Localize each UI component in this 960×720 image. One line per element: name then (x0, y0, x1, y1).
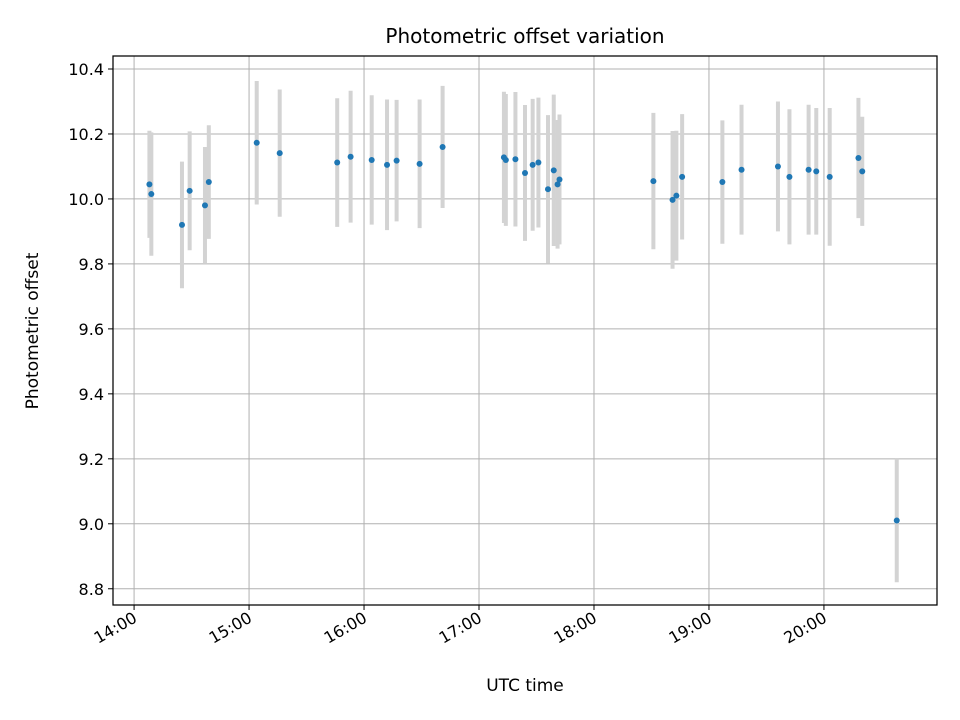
data-point (178, 221, 185, 228)
y-tick-label: 9.4 (79, 385, 104, 404)
y-tick-label: 9.6 (79, 320, 104, 339)
data-point (146, 181, 153, 188)
plot-frame (112, 55, 938, 606)
y-axis-title: Photometric offset (23, 252, 43, 409)
data-point (774, 163, 781, 170)
data-point (826, 173, 833, 180)
data-point (805, 166, 812, 173)
data-point (813, 168, 820, 175)
y-axis-ticks: 8.8 9.0 9.2 9.4 9.6 9.8 10.0 10.2 10.4 (68, 60, 113, 599)
data-point (738, 166, 745, 173)
data-point (650, 178, 657, 185)
data-point (679, 173, 686, 180)
y-tick-label: 10.2 (68, 125, 104, 144)
data-point (535, 159, 542, 166)
data-point (276, 150, 283, 157)
y-tick-label: 10.0 (68, 190, 104, 209)
data-points (146, 139, 900, 524)
data-point (544, 186, 551, 193)
data-point (859, 168, 866, 175)
data-point (201, 202, 208, 209)
data-point (855, 155, 862, 162)
y-tick-label: 9.2 (79, 450, 104, 469)
data-point (893, 517, 900, 524)
data-point (416, 160, 423, 167)
data-point (148, 191, 155, 198)
data-point (529, 161, 536, 168)
data-point (522, 169, 528, 176)
data-point (673, 192, 680, 199)
data-point (502, 156, 509, 163)
y-tick-label: 10.4 (68, 60, 104, 79)
data-point (186, 187, 193, 194)
data-point (384, 161, 391, 168)
data-point (393, 157, 400, 164)
x-axis-title: UTC time (486, 676, 564, 696)
y-tick-label: 8.8 (79, 580, 104, 599)
data-point (205, 179, 212, 186)
data-point (669, 196, 676, 203)
y-tick-label: 9.0 (79, 515, 104, 534)
data-point (439, 143, 446, 150)
data-point (786, 173, 793, 180)
data-point (368, 156, 375, 163)
data-point (253, 139, 260, 146)
data-point (556, 176, 563, 183)
data-point (719, 179, 726, 186)
chart-title: Photometric offset variation (385, 24, 664, 48)
data-point (512, 156, 519, 163)
data-point (347, 153, 354, 160)
data-point (550, 167, 557, 174)
data-point (554, 181, 561, 188)
data-point (334, 159, 341, 166)
y-tick-label: 9.8 (79, 255, 104, 274)
